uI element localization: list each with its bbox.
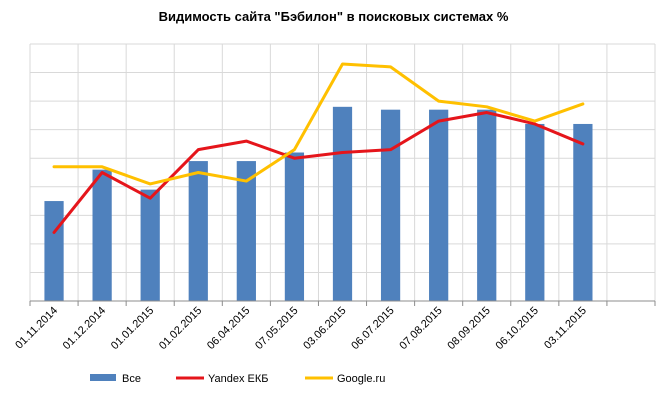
x-tick-label: 07.05.2015 bbox=[253, 305, 300, 352]
bar bbox=[573, 123, 593, 301]
bar bbox=[236, 161, 256, 301]
x-tick-label: 01.11.2014 bbox=[13, 305, 60, 352]
bar bbox=[188, 161, 208, 301]
bar-series bbox=[44, 106, 593, 301]
axes bbox=[29, 300, 656, 306]
x-tick-label: 03.11.2015 bbox=[542, 305, 589, 352]
bar bbox=[140, 189, 160, 301]
bar bbox=[429, 109, 449, 301]
chart-title: Видимость сайта "Бэбилон" в поисковых си… bbox=[158, 9, 509, 24]
line-series bbox=[52, 62, 585, 234]
bar bbox=[380, 109, 401, 301]
x-tick-label: 01.02.2015 bbox=[157, 305, 204, 352]
x-tick-label: 08.09.2015 bbox=[445, 305, 492, 352]
bar bbox=[525, 123, 545, 301]
x-tick-label: 06.10.2015 bbox=[494, 305, 541, 352]
x-tick-label: 01.01.2015 bbox=[109, 305, 156, 352]
bar bbox=[284, 152, 305, 301]
x-tick-label: 03.06.2015 bbox=[301, 305, 348, 352]
bar bbox=[477, 109, 497, 301]
bar bbox=[92, 169, 112, 301]
series-line bbox=[52, 111, 585, 234]
legend-label: Yandex ЕКБ bbox=[208, 373, 269, 385]
bar bbox=[332, 106, 353, 301]
x-tick-label: 07.08.2015 bbox=[397, 305, 444, 352]
bar bbox=[44, 201, 64, 301]
x-tick-label: 06.07.2015 bbox=[349, 305, 396, 352]
legend-label: Все bbox=[122, 373, 141, 385]
legend-swatch bbox=[90, 374, 116, 381]
x-tick-label: 01.12.2014 bbox=[61, 305, 108, 352]
series-line bbox=[52, 62, 585, 186]
legend-label: Google.ru bbox=[337, 373, 385, 385]
x-tick-label: 06.04.2015 bbox=[205, 305, 252, 352]
legend: Все Yandex ЕКБ Google.ru bbox=[90, 373, 385, 385]
x-tick-labels: 01.11.2014 01.12.2014 01.01.2015 01.02.2015… bbox=[13, 305, 589, 352]
